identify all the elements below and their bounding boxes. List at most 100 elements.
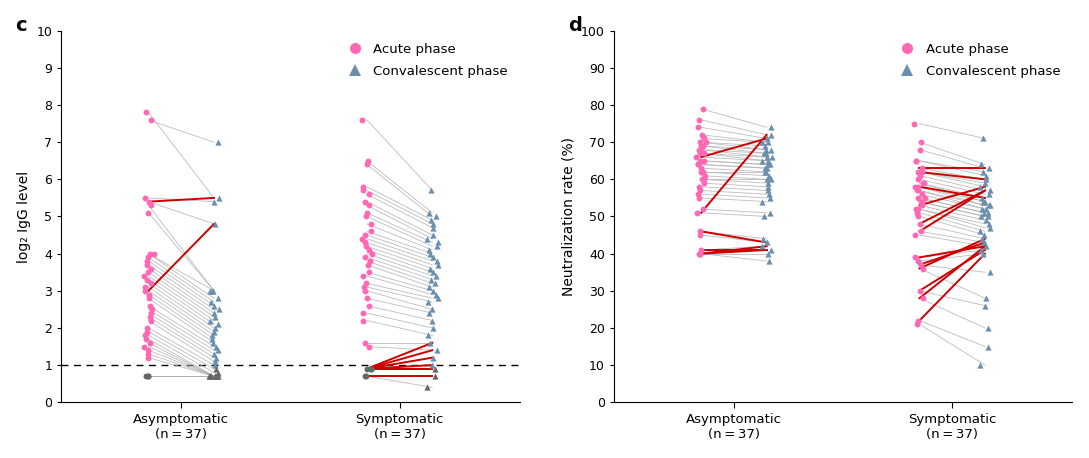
- Point: [909, 194, 927, 202]
- Point: [356, 254, 374, 261]
- Point: [907, 205, 925, 213]
- Point: [354, 183, 371, 191]
- Point: [695, 142, 712, 150]
- Point: [981, 268, 999, 276]
- Point: [759, 138, 776, 146]
- Point: [974, 235, 991, 242]
- Point: [419, 298, 437, 305]
- Point: [759, 187, 776, 194]
- Point: [916, 194, 933, 202]
- Point: [909, 213, 927, 220]
- Point: [138, 261, 156, 268]
- Point: [981, 202, 999, 209]
- Point: [976, 231, 993, 239]
- Point: [759, 157, 776, 164]
- Point: [140, 198, 158, 205]
- Point: [909, 317, 927, 324]
- Point: [204, 335, 221, 343]
- Point: [207, 354, 224, 361]
- Point: [137, 109, 155, 116]
- Point: [358, 209, 376, 217]
- Point: [356, 339, 374, 346]
- Point: [692, 150, 709, 157]
- Point: [972, 161, 990, 168]
- Point: [693, 131, 710, 138]
- Point: [971, 246, 989, 254]
- Point: [205, 287, 222, 294]
- Point: [754, 243, 771, 250]
- Point: [209, 294, 227, 302]
- Point: [354, 317, 371, 324]
- Point: [143, 202, 160, 209]
- Point: [362, 365, 379, 372]
- Point: [913, 191, 930, 198]
- Point: [139, 254, 157, 261]
- Point: [762, 124, 780, 131]
- Point: [913, 168, 930, 175]
- Point: [418, 235, 436, 242]
- Point: [907, 254, 925, 261]
- Point: [429, 239, 446, 246]
- Point: [911, 287, 929, 294]
- Point: [429, 261, 446, 268]
- Point: [423, 276, 440, 284]
- Point: [909, 176, 927, 183]
- Point: [692, 250, 709, 257]
- Point: [690, 183, 708, 191]
- Point: [420, 284, 438, 291]
- Point: [360, 268, 378, 276]
- Point: [905, 120, 922, 127]
- Point: [424, 324, 441, 332]
- Point: [974, 198, 991, 205]
- Text: c: c: [15, 16, 27, 35]
- Point: [692, 157, 709, 164]
- Point: [204, 332, 221, 339]
- Point: [694, 205, 711, 213]
- Point: [908, 187, 926, 194]
- Point: [142, 339, 159, 346]
- Point: [356, 287, 374, 294]
- Point: [760, 172, 778, 179]
- Point: [206, 350, 223, 358]
- Point: [687, 153, 705, 161]
- Point: [425, 224, 442, 231]
- Point: [979, 213, 996, 220]
- Point: [360, 202, 378, 209]
- Point: [356, 198, 374, 205]
- Point: [689, 191, 707, 198]
- Point: [696, 172, 713, 179]
- Point: [206, 358, 223, 365]
- Point: [692, 146, 709, 153]
- Point: [754, 198, 771, 205]
- Point: [980, 209, 998, 217]
- Point: [200, 372, 218, 380]
- Point: [208, 372, 225, 380]
- Point: [356, 239, 374, 246]
- Point: [421, 250, 439, 257]
- Point: [419, 332, 437, 339]
- Point: [362, 228, 379, 235]
- Point: [916, 180, 933, 187]
- Point: [204, 287, 221, 294]
- Point: [139, 350, 157, 358]
- Point: [421, 265, 439, 272]
- Point: [756, 168, 773, 175]
- Point: [971, 228, 989, 235]
- Point: [972, 213, 990, 220]
- Point: [909, 168, 927, 175]
- Point: [139, 354, 157, 361]
- Point: [689, 124, 707, 131]
- Point: [359, 343, 377, 350]
- Legend: Acute phase, Convalescent phase: Acute phase, Convalescent phase: [889, 38, 1066, 83]
- Point: [142, 116, 159, 124]
- Point: [977, 243, 994, 250]
- Point: [423, 187, 440, 194]
- Point: [209, 372, 227, 380]
- Point: [207, 372, 224, 380]
- Point: [971, 183, 989, 191]
- Point: [907, 157, 925, 164]
- Point: [695, 135, 712, 142]
- Point: [425, 354, 442, 361]
- Point: [693, 142, 710, 150]
- Point: [759, 161, 776, 168]
